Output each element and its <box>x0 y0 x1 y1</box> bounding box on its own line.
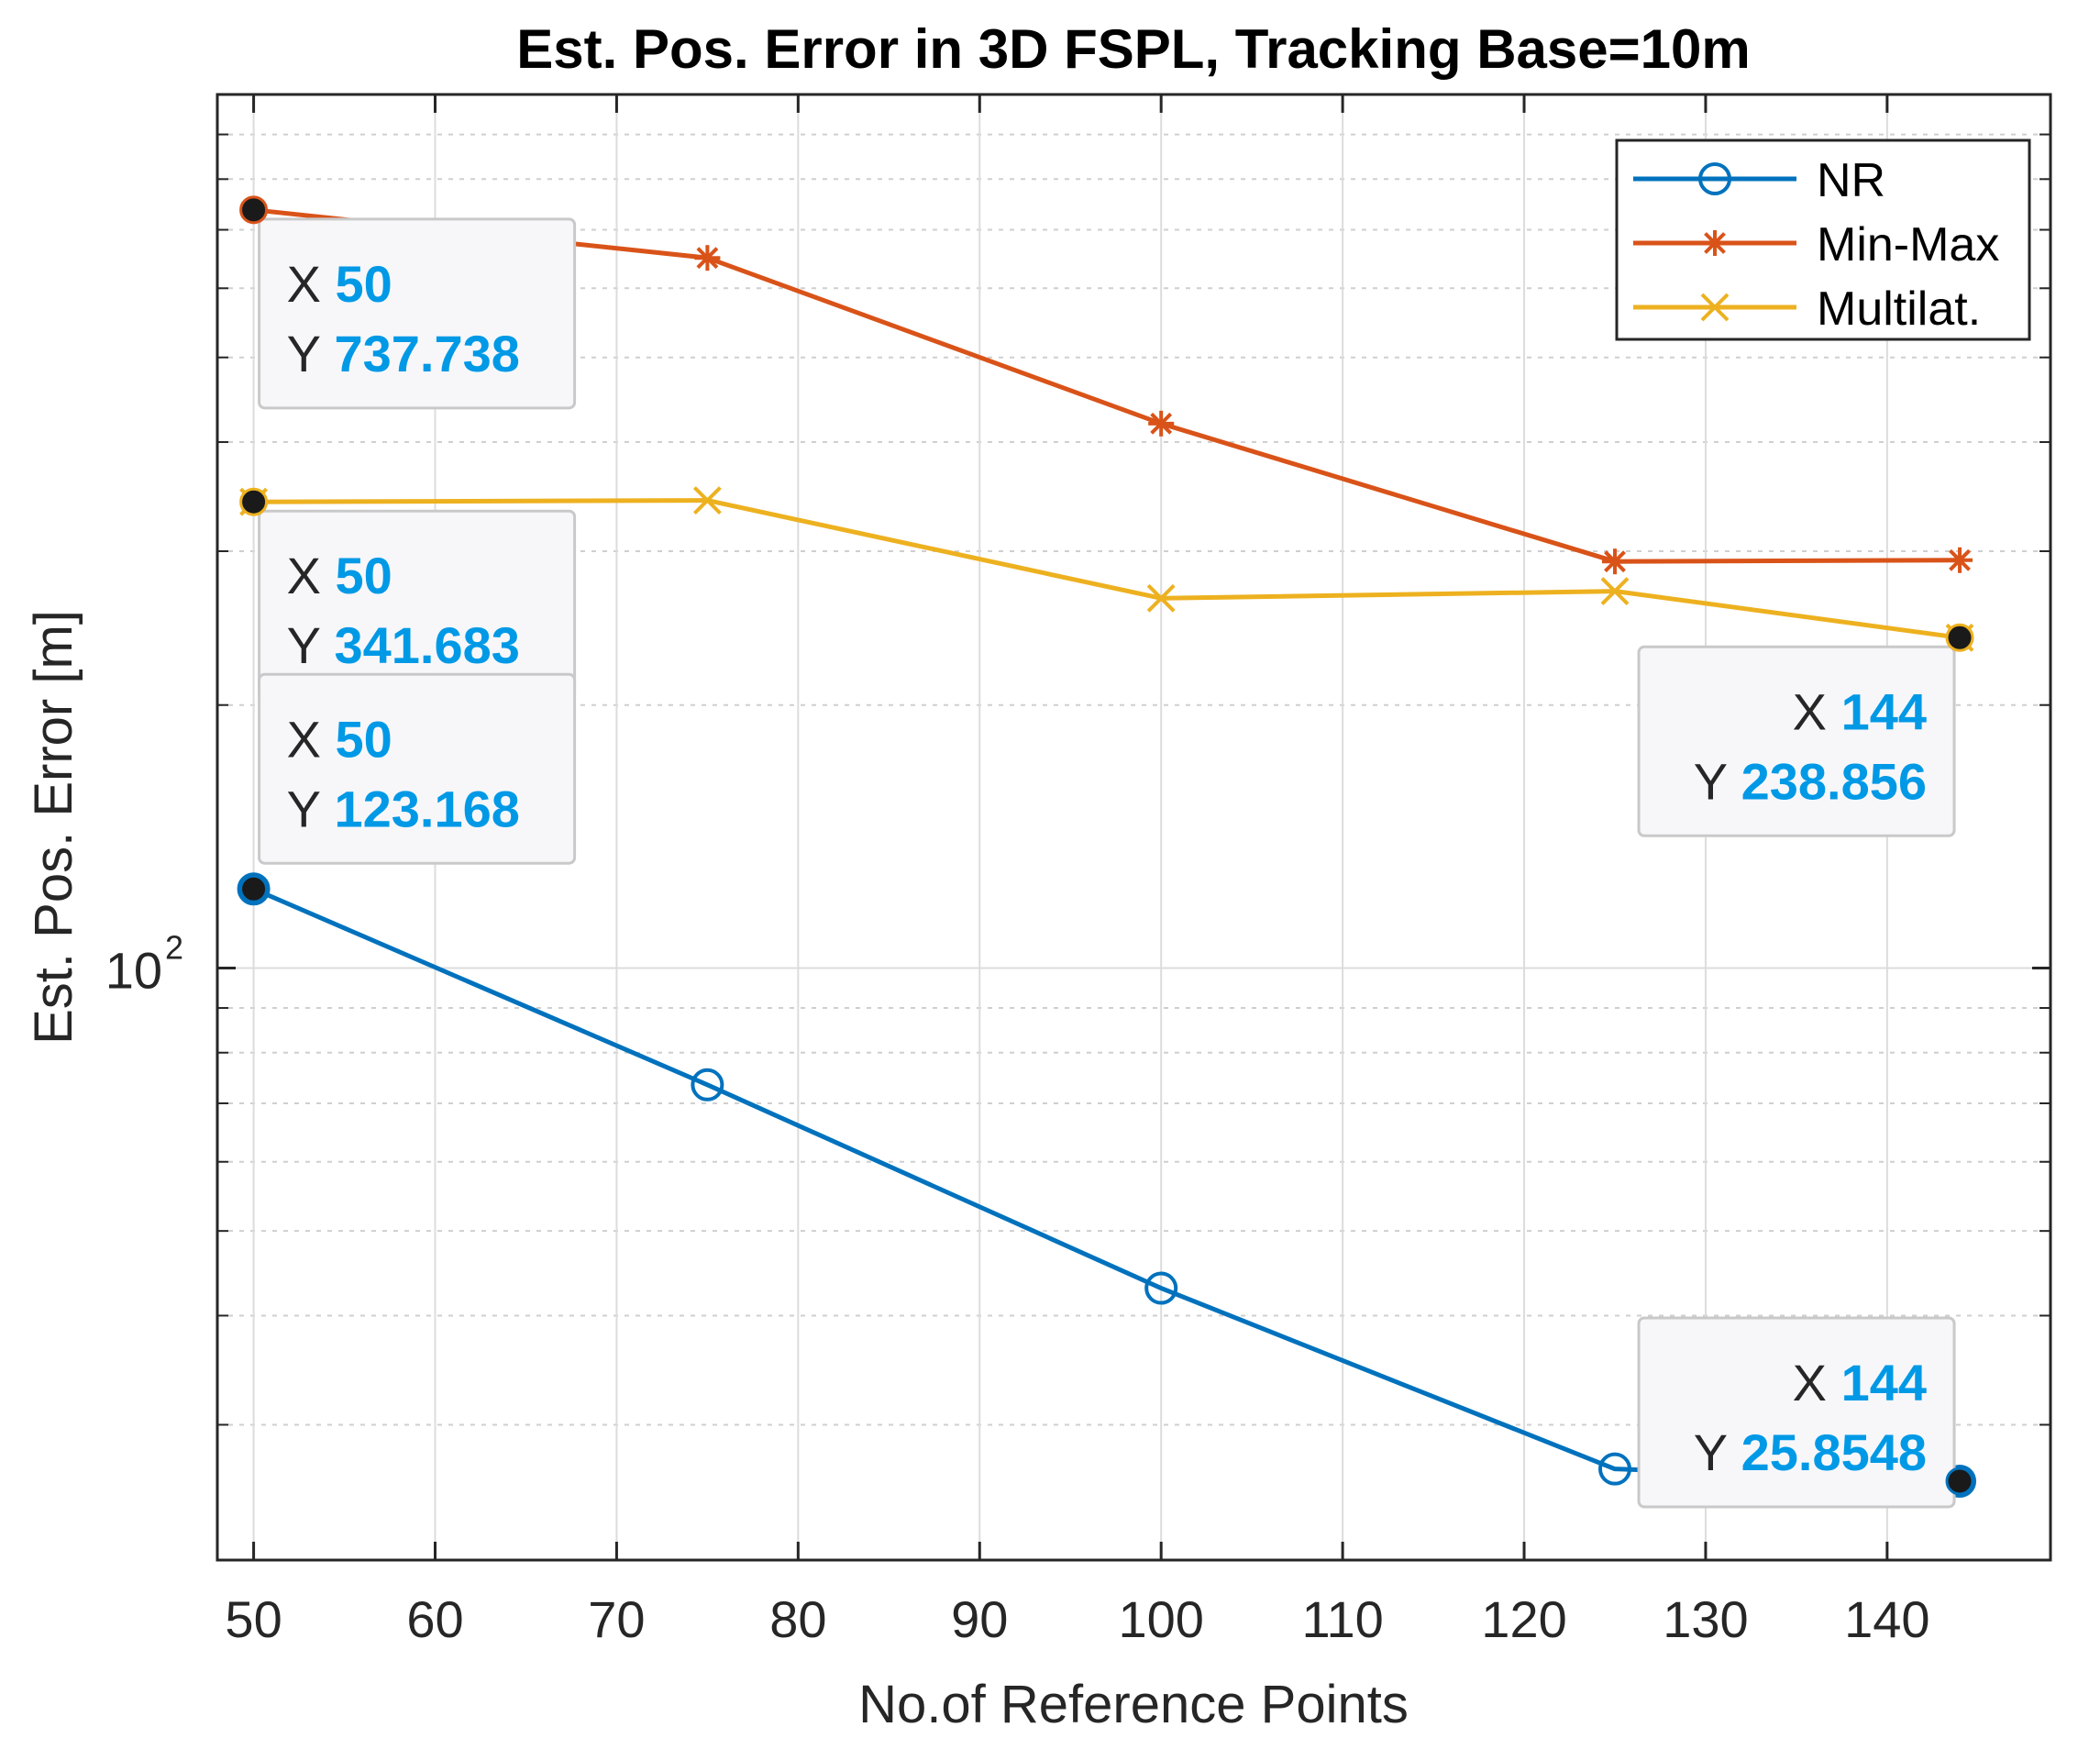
legend: NR Min-Max Multilat. <box>1615 138 2031 341</box>
marker-asterisk <box>1947 547 1973 573</box>
datatip[interactable]: X 50 Y 123.168 <box>239 672 577 903</box>
datatip[interactable]: X 50 Y 341.683 <box>239 487 577 702</box>
marker-circle <box>1698 162 1731 195</box>
marker-cross <box>1146 583 1176 613</box>
x-tick-label: 110 <box>1301 1590 1383 1648</box>
datatip-box <box>1637 645 1956 837</box>
legend-label: NR <box>1817 154 1885 207</box>
marker-circle <box>691 1068 724 1101</box>
datatip-y-line: Y 737.738 <box>287 325 520 382</box>
datatip-x-line: X 144 <box>1793 682 1927 740</box>
x-tick-label: 70 <box>588 1590 645 1648</box>
datatip-y-line: Y 341.683 <box>287 616 520 674</box>
datatip-point <box>239 195 269 225</box>
x-tick-label: 100 <box>1118 1590 1203 1648</box>
datatip-x-line: X 50 <box>287 710 392 768</box>
y-tick-label-exponent: 2 <box>165 928 183 966</box>
marker-cross <box>692 486 722 515</box>
datatip-x-line: X 144 <box>1793 1354 1927 1411</box>
datatip-point <box>1945 1467 1974 1496</box>
datatip-point <box>239 874 269 903</box>
x-axis-label: No.of Reference Points <box>858 1675 1409 1734</box>
x-tick-label: 50 <box>225 1590 282 1648</box>
x-tick-label: 80 <box>769 1590 826 1648</box>
marker-asterisk <box>694 245 721 271</box>
datatip-box <box>1637 1316 1956 1509</box>
axes: Est. Pos. Error in 3D FSPL, Tracking Bas… <box>24 18 2050 1734</box>
datatip[interactable]: X 50 Y 737.738 <box>239 195 577 410</box>
x-tick-label: 120 <box>1481 1590 1566 1648</box>
marker-circle <box>237 872 271 906</box>
x-tick-label: 130 <box>1663 1590 1748 1648</box>
datatip-y-line: Y 25.8548 <box>1694 1423 1927 1481</box>
legend-entry[interactable]: NR <box>1633 154 1885 207</box>
x-tick-label: 140 <box>1844 1590 1929 1648</box>
datatip-x-line: X 50 <box>287 255 392 313</box>
datatip[interactable]: X 144 Y 25.8548 <box>1637 1316 1974 1509</box>
y-axis-label: Est. Pos. Error [m] <box>24 610 83 1045</box>
legend-entry[interactable]: Min-Max <box>1633 218 1999 271</box>
datatip-y-line: Y 238.856 <box>1694 752 1927 810</box>
datatip[interactable]: X 144 Y 238.856 <box>1637 623 1974 837</box>
datatip-box <box>258 672 577 865</box>
legend-label: Multilat. <box>1817 282 1981 336</box>
datatip-y-line: Y 123.168 <box>287 780 520 837</box>
marker-cross <box>1600 577 1630 606</box>
datatip-point <box>1945 623 1974 652</box>
x-tick-label: 90 <box>951 1590 1008 1648</box>
legend-entry[interactable]: Multilat. <box>1633 282 1981 336</box>
plot-frame <box>216 93 2052 1562</box>
datatip-x-line: X 50 <box>287 547 392 604</box>
legend-label: Min-Max <box>1817 218 1999 271</box>
chart-title: Est. Pos. Error in 3D FSPL, Tracking Bas… <box>516 18 1751 80</box>
x-tick-label: 60 <box>406 1590 463 1648</box>
marker-circle <box>1144 1271 1178 1305</box>
marker-asterisk <box>1148 410 1175 437</box>
marker-asterisk <box>1702 230 1728 256</box>
marker-circle <box>1597 1452 1631 1486</box>
y-tick-label: 10 <box>105 941 162 999</box>
marker-asterisk <box>1601 548 1628 575</box>
datatip-point <box>239 487 269 516</box>
datatip-box <box>258 217 577 410</box>
marker-cross <box>1700 293 1730 322</box>
